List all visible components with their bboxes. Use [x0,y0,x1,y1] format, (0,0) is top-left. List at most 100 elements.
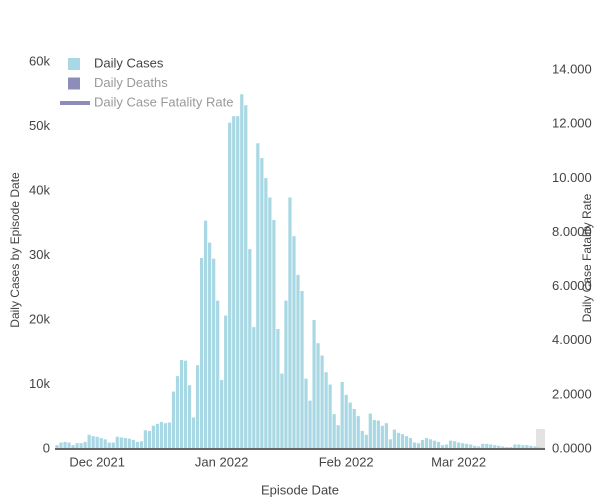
bar [384,423,388,449]
legend-label[interactable]: Daily Case Fatality Rate [94,94,233,109]
bar [404,436,409,449]
bar [356,416,360,449]
bar [521,445,525,449]
bar [316,343,320,449]
bar [340,381,344,449]
bar [131,439,135,449]
bar [444,444,449,449]
bar [360,430,364,449]
bar [457,442,461,449]
bar [155,423,160,449]
bar [304,378,308,449]
bar [79,443,83,449]
bar [195,365,200,449]
bar [115,436,119,449]
bar [453,441,457,449]
bar [83,441,87,449]
bar [248,249,252,449]
bar [392,429,396,449]
y-tick-label: 60k [29,53,50,68]
bar [163,423,168,449]
bar [465,443,469,449]
y2-tick-label: 0.0000 [552,440,592,455]
bar [296,274,300,449]
bar [175,376,180,449]
bar [139,441,143,449]
y2-tick-label: 14.000 [552,62,592,77]
bar [529,445,533,449]
bar [119,437,123,449]
y-tick-label: 30k [29,247,50,262]
bar [461,443,465,449]
bar [191,417,196,449]
bar [336,425,340,449]
y2-axis-title: Daily Case Fatality Rate [580,193,594,322]
bar [364,434,368,449]
bar [171,391,176,449]
bar [111,442,115,449]
y2-tick-label: 10.000 [552,170,592,185]
bar [199,258,204,449]
bar [220,379,224,449]
bar [376,420,380,449]
bar [388,439,392,449]
bar [272,220,276,449]
bar [276,329,280,449]
bar [489,444,493,449]
bar [408,438,413,449]
y2-tick-label: 8.0000 [552,224,592,239]
y2-tick-label: 4.0000 [552,332,592,347]
legend-swatch[interactable] [68,58,80,70]
legend-label[interactable]: Daily Deaths [94,75,168,90]
bar [280,373,284,449]
bar [63,441,67,449]
bar [87,434,91,449]
bar [324,372,328,449]
bar [380,425,384,449]
y-tick-label: 40k [29,182,50,197]
legend-swatch[interactable] [68,77,80,90]
bar [533,446,537,449]
bar [449,440,453,449]
x-tick-label: Feb 2022 [319,454,374,469]
bar [256,143,260,449]
bar [91,436,95,449]
bar [95,436,99,449]
bar [264,178,268,449]
bar [436,441,441,449]
x-tick-label: Jan 2022 [195,454,249,469]
bar [151,425,156,449]
x-tick-label: Mar 2022 [431,454,486,469]
bar [127,438,131,449]
bar [123,438,127,449]
bar [428,439,433,449]
bar [224,315,228,449]
bar [396,432,401,449]
bar [493,445,497,449]
bar [208,242,212,449]
bar [55,445,59,449]
bar [204,220,208,449]
bar [517,444,521,449]
x-axis-title: Episode Date [261,482,339,497]
bar [416,443,421,449]
y-tick-label: 10k [29,376,50,391]
bar [159,421,164,449]
bar [260,158,264,450]
legend-label[interactable]: Daily Cases [94,55,164,70]
bar [469,444,473,449]
bar [232,116,236,450]
bar [135,441,139,449]
y-tick-label: 20k [29,311,50,326]
bar [143,430,147,449]
bar [236,116,240,450]
bar [284,300,288,449]
bar [501,446,505,449]
bar [320,355,324,449]
bar [312,320,316,449]
bar [228,122,232,449]
bar [75,443,79,449]
bar [99,438,103,449]
bar [328,384,332,449]
